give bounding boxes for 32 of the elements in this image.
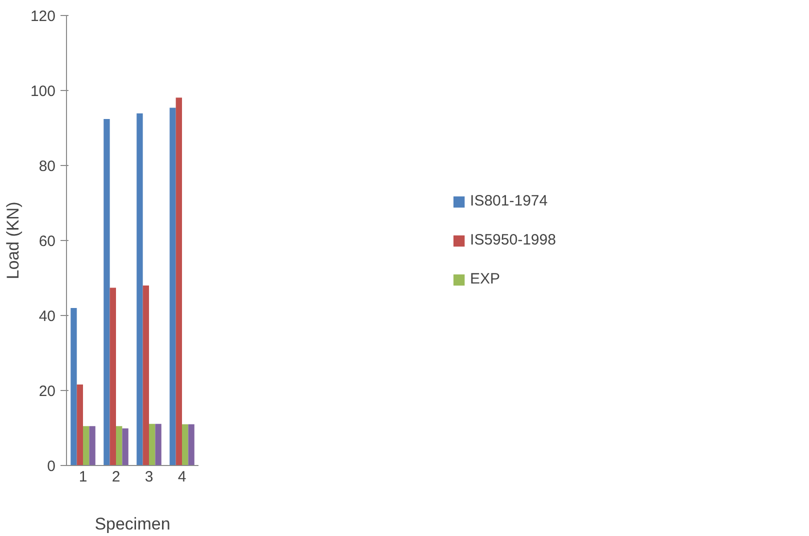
bar: [170, 108, 176, 466]
bar: [149, 424, 156, 466]
bar: [70, 308, 77, 466]
bar: [104, 119, 110, 466]
bar: [142, 286, 149, 466]
bar: [116, 426, 122, 466]
x-tick-label: 3: [144, 468, 154, 486]
x-tick-label: 2: [112, 468, 120, 486]
x-tick-label: 4: [178, 468, 186, 486]
bar: [122, 428, 128, 466]
legend-label: EXP: [470, 270, 500, 288]
legend-label: IS801-1974: [470, 192, 548, 210]
bar: [176, 98, 182, 466]
y-tick-label: 60: [38, 233, 56, 250]
y-tick-label: 40: [38, 308, 56, 325]
x-tick-label: 1: [78, 468, 88, 486]
bar: [76, 384, 83, 466]
y-tick-label: 100: [30, 83, 56, 100]
y-tick-label: 0: [47, 458, 56, 475]
y-axis-title: Load (KN): [3, 202, 22, 280]
bar: [188, 424, 194, 466]
x-axis-title: Specimen: [94, 514, 170, 534]
legend-label: IS5950-1998: [470, 232, 556, 248]
y-tick-label: 20: [38, 383, 56, 400]
bar: [89, 426, 96, 466]
bar: [182, 424, 188, 466]
bar: [136, 113, 143, 466]
bar: [155, 424, 162, 466]
bar: [110, 288, 116, 466]
y-tick-label: 120: [30, 8, 56, 25]
bar: [83, 426, 90, 466]
y-tick-label: 80: [38, 158, 56, 175]
